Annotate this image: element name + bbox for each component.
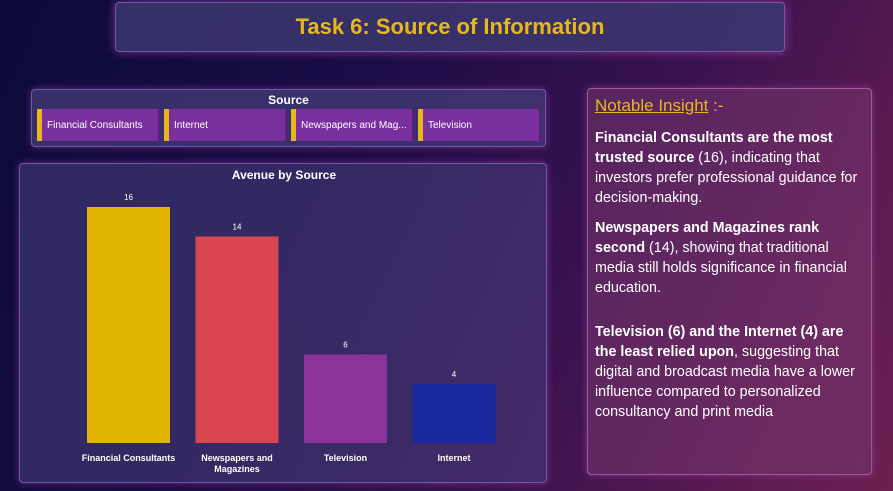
slicer-title: Source (268, 93, 309, 107)
insight-panel: Notable Insight :- Financial Consultants… (587, 88, 872, 475)
slicer-item-internet[interactable]: Internet (164, 109, 287, 141)
x-tick-line-1-1: Magazines (214, 464, 260, 474)
data-label-2: 6 (343, 341, 348, 350)
insight-p3-rest: , suggesting that digital and broadcast … (595, 344, 855, 420)
bar-chart-panel: Avenue by Source 16 Financial Consultants 1… (19, 163, 547, 483)
insight-paragraph-2: Newspapers and Magazines rank second (14… (595, 218, 865, 298)
x-tick-line-1-0: Newspapers and (201, 453, 273, 463)
bar-1 (195, 236, 279, 443)
data-label-3: 4 (452, 370, 457, 379)
chart-title: Avenue by Source (232, 168, 337, 182)
insight-p2-rest: (14), showing that traditional media sti… (595, 240, 847, 296)
slicer-item-television[interactable]: Television (418, 109, 541, 141)
bar-3 (412, 384, 496, 443)
insight-paragraph-1: Financial Consultants are the most trust… (595, 128, 865, 208)
x-tick-line-2-0: Television (324, 453, 367, 463)
title-banner: Task 6: Source of Information (115, 2, 785, 52)
insight-p1-rest: (16), indicating that investors prefer p… (595, 150, 858, 206)
source-slicer: Source Financial Consultants Internet Ne… (31, 89, 546, 147)
x-tick-label-3: Internet (437, 453, 470, 463)
slicer-item-newspapers[interactable]: Newspapers and Mag... (291, 109, 414, 141)
slicer-item-financial-consultants[interactable]: Financial Consultants (37, 109, 160, 141)
insight-p3-bold: Television (6) and the Internet (4) are … (595, 324, 844, 360)
page-title: Task 6: Source of Information (295, 14, 605, 39)
data-label-1: 14 (233, 223, 242, 232)
x-tick-label-1: Newspapers and Magazines (201, 453, 273, 474)
x-tick-line-3-0: Internet (437, 453, 470, 463)
insight-heading-text: Notable Insight (595, 96, 709, 115)
insight-heading-suffix: :- (708, 96, 724, 115)
bar-0 (87, 207, 170, 443)
bar-2 (304, 354, 387, 443)
insight-p2-bold: Newspapers and Magazines rank second (595, 220, 820, 256)
data-label-0: 16 (124, 193, 133, 202)
bar-chart: Avenue by Source 16 Financial Consultants 1… (82, 168, 496, 474)
insight-p1-bold: Financial Consultants are the most trust… (595, 130, 833, 166)
x-tick-label-0: Financial Consultants (82, 453, 176, 463)
insight-heading: Notable Insight :- (595, 96, 865, 116)
x-tick-line-0-0: Financial Consultants (82, 453, 176, 463)
insight-paragraph-3: Television (6) and the Internet (4) are … (595, 322, 865, 422)
x-tick-label-2: Television (324, 453, 367, 463)
